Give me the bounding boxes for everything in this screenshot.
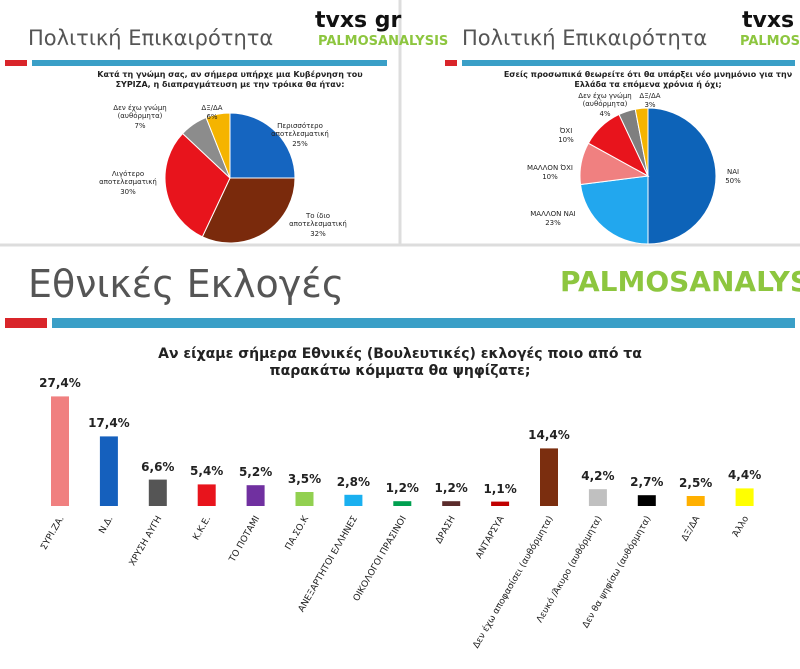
header-bar: [5, 60, 27, 66]
x-tick-label: Κ.Κ.Ε.: [192, 515, 214, 543]
value-label: 2,7%: [630, 475, 664, 490]
bar: [393, 501, 412, 506]
value-label: 27,4%: [39, 376, 81, 391]
bar: [295, 492, 314, 506]
header-bar: [462, 60, 795, 66]
chart-title: Κατά τη γνώμη σας, αν σήμερα υπήρχε μια …: [97, 70, 363, 89]
bar: [491, 501, 510, 506]
value-label: 5,4%: [190, 464, 224, 479]
bar: [148, 479, 167, 506]
pie-slice: [164, 132, 231, 238]
x-tick-label: Ν.Δ.: [98, 515, 116, 536]
x-tick-label: ΑΝΕΞΑΡΤΗΤΟΙ ΕΛΛΗΝΕΣ: [297, 514, 360, 614]
bar: [735, 488, 754, 506]
logo: tvxs gr: [315, 8, 402, 33]
value-label: 1,2%: [385, 481, 419, 496]
pie-slice: [579, 175, 649, 245]
slice-value: 25%: [292, 140, 308, 148]
value-label: 6,6%: [141, 459, 175, 474]
x-tick-label: Άλλο: [731, 514, 751, 539]
bar: [540, 448, 558, 506]
chart-title: Αν είχαμε σήμερα Εθνικές (Βουλευτικές) ε…: [158, 346, 642, 379]
header-bar: [5, 318, 47, 328]
slice-value: 7%: [134, 122, 146, 130]
slice-label: ΝΑΙ: [726, 168, 740, 176]
slice-value: 3%: [644, 101, 656, 109]
x-tick-label: ΔΡΑΣΗ: [434, 515, 458, 546]
slice-value: 23%: [545, 219, 561, 227]
pie-slice: [647, 107, 717, 245]
header-bar: [52, 318, 795, 328]
value-label: 5,2%: [238, 465, 273, 480]
bar: [588, 489, 607, 506]
slice-label: ΜΑΛΛΟΝ ΝΑΙ: [530, 210, 576, 218]
panel-header: Πολιτική Επικαιρότητα: [28, 26, 274, 50]
slice-value: 10%: [558, 136, 574, 144]
bar: [344, 494, 363, 506]
value-label: 14,4%: [528, 428, 570, 443]
x-tick-label: ΧΡΥΣΗ ΑΥΓΗ: [128, 515, 165, 568]
x-tick-label: ΠΑ.ΣΟ.Κ: [284, 514, 312, 552]
slice-label: Λιγότερο αποτελεσματική: [99, 170, 157, 187]
value-label: 4,2%: [581, 469, 615, 484]
slice-value: 4%: [599, 110, 611, 118]
slice-label: ΌΧΙ: [559, 127, 573, 135]
panel-header: Εθνικές Εκλογές: [28, 262, 345, 306]
chart-title: Εσείς προσωπικά θεωρείτε ότι θα υπάρξει …: [503, 70, 793, 89]
x-tick-label: ΣΥΡΙ.ΖΑ.: [39, 515, 66, 552]
bar: [637, 495, 656, 506]
pie-slice: [205, 112, 231, 179]
slice-value: 32%: [310, 230, 326, 238]
header-bar: [32, 60, 387, 66]
logo: PALMOSANALYSIS: [560, 265, 800, 298]
pie-slice: [634, 107, 649, 177]
slice-label: Περισσότερο αποτελεσματική: [271, 122, 329, 139]
pie-slice: [201, 177, 296, 244]
slice-label: Δεν έχω γνώμη (αυθόρμητα): [578, 92, 632, 109]
value-label: 3,5%: [287, 472, 322, 486]
logo: PALMOSA: [740, 34, 800, 49]
bar: [99, 436, 118, 506]
value-label: 4,4%: [727, 468, 762, 483]
x-tick-label: ΟΙΚΟΛΟΓΟΙ ΠΡΑΣΙΝΟΙ: [352, 515, 409, 604]
header-bar: [445, 60, 457, 66]
x-tick-label: ΔΞ/ΔΑ: [680, 514, 703, 543]
slice-label: Το ίδιο αποτελεσματική: [289, 212, 347, 229]
slice-value: 6%: [206, 113, 218, 121]
value-label: 2,8%: [336, 474, 371, 489]
panel-header: Πολιτική Επικαιρότητα: [462, 26, 708, 50]
slice-label: Δεν έχω γνώμη (αυθόρμητα): [113, 104, 167, 121]
slice-label: ΔΞ/ΔΑ: [639, 92, 661, 100]
x-tick-label: Δεν έχω αποφασίσει (αυθόρμητα): [471, 514, 556, 650]
value-label: 2,5%: [679, 476, 713, 490]
slice-value: 50%: [725, 177, 741, 185]
bar: [197, 484, 216, 506]
value-label: 1,1%: [483, 481, 517, 496]
x-tick-label: ΑΝΤΑΡΣΥΑ: [474, 514, 507, 561]
bar: [246, 485, 265, 506]
bar: [51, 396, 69, 506]
logo: tvxs: [742, 8, 795, 33]
slice-value: 10%: [542, 173, 558, 181]
slice-value: 30%: [120, 188, 136, 196]
bar: [686, 496, 705, 506]
value-label: 1,2%: [434, 481, 468, 496]
pie-slice: [229, 112, 296, 179]
slice-label: ΜΑΛΛΟΝ ΌΧΙ: [527, 164, 573, 172]
value-label: 17,4%: [88, 416, 130, 431]
slice-label: ΔΞ/ΔΑ: [201, 104, 223, 112]
bar: [442, 501, 461, 506]
logo: PALMOSANALYSIS: [318, 34, 449, 49]
x-tick-label: ΤΟ ΠΟΤΑΜΙ: [227, 515, 262, 565]
